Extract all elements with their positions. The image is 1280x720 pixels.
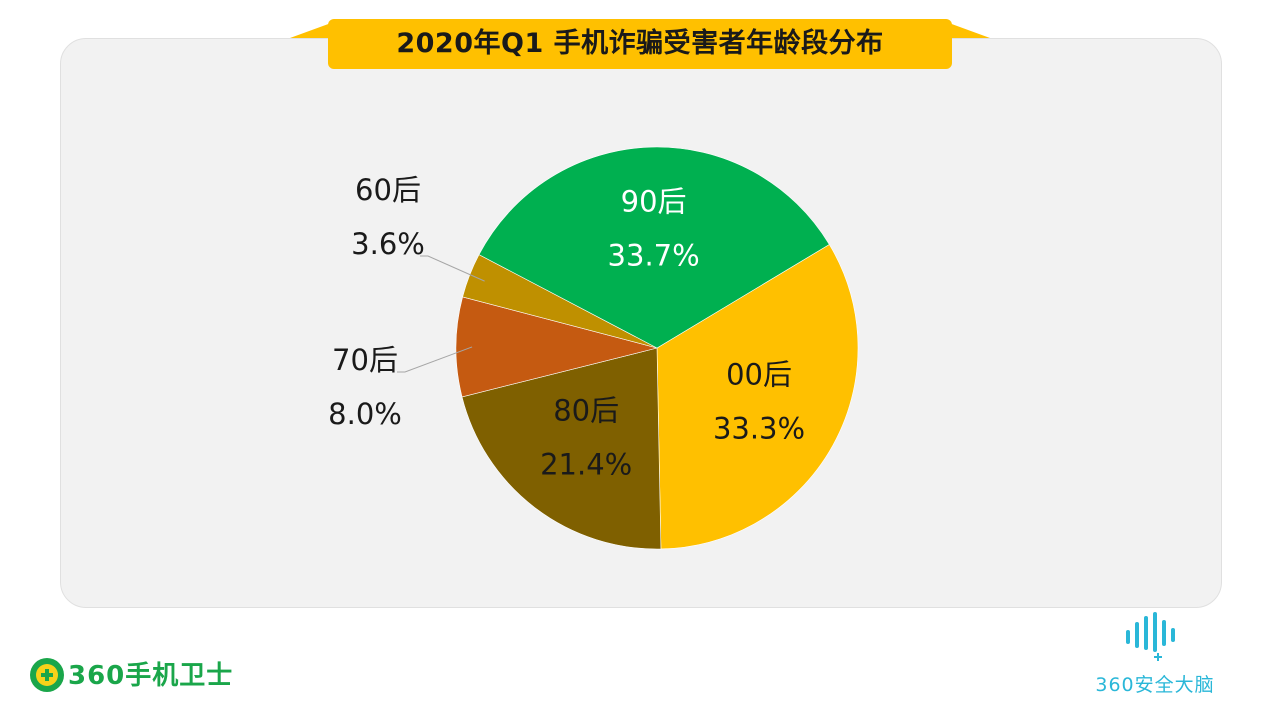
slice-label-90: 90后: [621, 184, 687, 218]
slice-value-80: 21.4%: [540, 448, 632, 482]
logo-360-security-brain: 360安全大脑: [1060, 612, 1250, 702]
chart-title: 2020年Q1 手机诈骗受害者年龄段分布: [396, 28, 884, 59]
slice-value-70: 8.0%: [328, 397, 402, 431]
pie-slice-90: [478, 146, 830, 349]
slice-label-80: 80后: [553, 394, 619, 428]
shield-plus-icon: [30, 658, 64, 692]
slice-label-70: 70后: [332, 343, 398, 377]
pie-slice-00: [656, 244, 859, 550]
slice-value-60: 3.6%: [351, 227, 425, 261]
pie-slice-80: [461, 347, 662, 550]
slice-value-90: 33.7%: [608, 238, 700, 272]
leader-line-70: [397, 346, 473, 373]
title-banner-shape: [290, 19, 990, 69]
logo-left-text: 360手机卫士: [68, 661, 234, 691]
title-banner: 2020年Q1 手机诈骗受害者年龄段分布: [290, 19, 990, 69]
slice-value-00: 33.3%: [713, 411, 805, 445]
logo-360-mobile-guard: 360手机卫士: [30, 654, 270, 698]
leader-line-60: [420, 255, 485, 282]
soundwave-icon: [1126, 612, 1175, 661]
slice-label-00: 00后: [726, 357, 792, 391]
pie-slice-70: [455, 296, 658, 398]
logo-right-text: 360安全大脑: [1095, 674, 1215, 696]
slice-label-60: 60后: [355, 173, 421, 207]
